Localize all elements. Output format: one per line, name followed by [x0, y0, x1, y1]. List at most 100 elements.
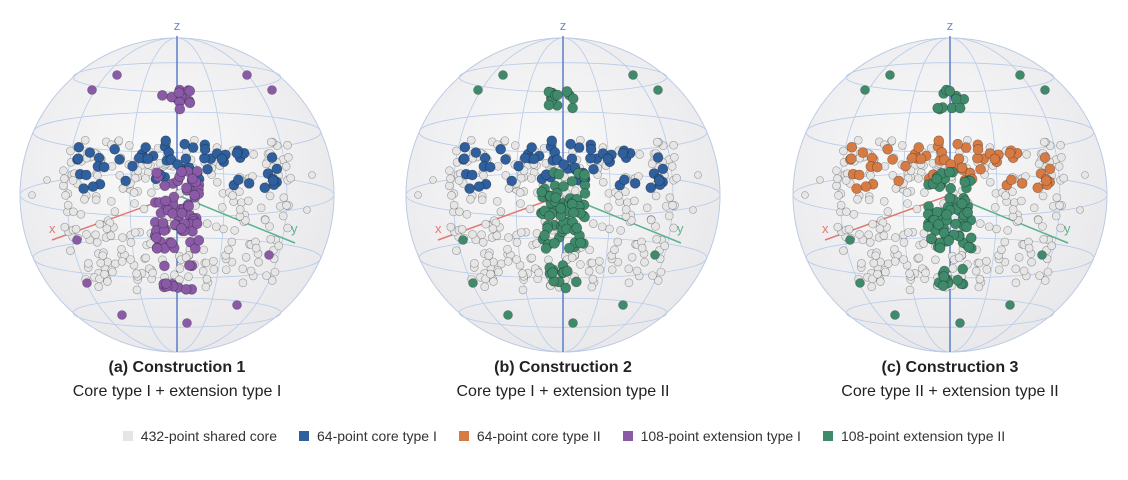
point: [414, 191, 422, 199]
point: [532, 239, 541, 248]
point: [997, 245, 1006, 255]
point: [95, 219, 105, 229]
point: [955, 318, 965, 328]
point: [646, 215, 656, 225]
point: [1004, 147, 1016, 159]
point: [552, 89, 563, 101]
point: [160, 278, 172, 289]
point: [1024, 243, 1034, 253]
point: [211, 222, 221, 232]
point: [984, 222, 994, 232]
point: [1055, 201, 1064, 210]
point: [494, 267, 503, 277]
point: [501, 170, 511, 180]
point: [180, 153, 192, 165]
point: [941, 209, 952, 220]
point: [891, 233, 900, 242]
point: [446, 222, 456, 232]
point: [571, 276, 582, 288]
point: [71, 224, 81, 234]
point: [938, 227, 950, 239]
point: [274, 241, 284, 251]
point: [607, 265, 617, 275]
point: [1056, 223, 1065, 233]
point: [78, 183, 89, 194]
point: [890, 244, 899, 254]
point: [126, 255, 135, 264]
point: [235, 205, 245, 214]
point: [1038, 191, 1048, 201]
point: [120, 175, 131, 187]
point: [598, 177, 608, 187]
point: [900, 160, 911, 172]
point: [879, 197, 889, 206]
point: [110, 207, 120, 216]
legend-swatch: [622, 431, 633, 441]
x-label: x: [49, 221, 56, 236]
point: [621, 205, 631, 214]
point: [975, 163, 986, 175]
point: [481, 274, 490, 284]
point: [261, 159, 271, 169]
point: [187, 173, 198, 185]
point: [189, 189, 200, 201]
legend-item: 64-point core type I: [299, 428, 437, 444]
point: [871, 161, 883, 173]
legend-swatch: [822, 431, 833, 441]
point: [841, 176, 851, 185]
point: [1038, 222, 1047, 231]
point: [871, 251, 881, 260]
point: [445, 166, 454, 176]
point: [857, 147, 869, 158]
point: [975, 274, 985, 284]
point: [114, 136, 124, 145]
caption: (c) Construction 3: [882, 359, 1019, 376]
point: [271, 163, 283, 175]
point: [905, 285, 915, 295]
point: [259, 182, 271, 194]
point: [919, 229, 929, 238]
point: [1056, 140, 1065, 150]
point: [470, 147, 482, 158]
point: [938, 271, 950, 282]
point: [972, 144, 984, 155]
point: [484, 251, 494, 260]
point: [857, 259, 866, 268]
point: [518, 269, 527, 278]
point: [157, 90, 168, 101]
point: [126, 238, 136, 247]
point: [477, 195, 487, 205]
point: [881, 267, 890, 277]
point: [489, 277, 498, 286]
point: [860, 85, 870, 95]
point: [519, 152, 531, 164]
point: [87, 85, 97, 95]
point: [854, 169, 865, 181]
point: [129, 188, 139, 197]
point: [566, 153, 578, 165]
point: [73, 141, 85, 153]
legend-label: 432-point shared core: [140, 428, 277, 444]
point: [209, 265, 219, 274]
point: [860, 181, 872, 192]
point: [1008, 205, 1018, 214]
point: [985, 177, 995, 187]
point: [256, 203, 266, 213]
point: [160, 135, 172, 147]
point: [875, 224, 885, 233]
point: [914, 253, 924, 263]
z-label: z: [174, 18, 181, 33]
point: [652, 152, 664, 163]
point: [283, 223, 292, 233]
point: [526, 142, 538, 153]
point: [184, 260, 195, 271]
point: [260, 215, 270, 225]
point: [575, 237, 586, 249]
point: [1015, 70, 1025, 80]
point: [834, 191, 843, 200]
point: [937, 280, 949, 292]
point: [585, 152, 596, 164]
point: [184, 272, 193, 281]
point: [610, 245, 619, 255]
point: [181, 182, 192, 194]
